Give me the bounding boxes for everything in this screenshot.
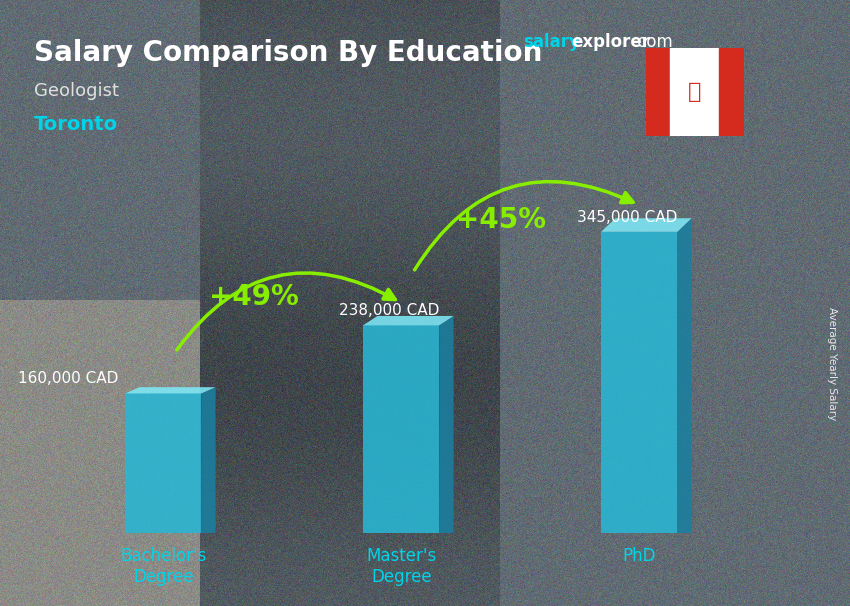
- Text: 238,000 CAD: 238,000 CAD: [339, 304, 439, 318]
- Bar: [646, 48, 671, 136]
- Text: +45%: +45%: [456, 207, 547, 235]
- Text: salary: salary: [523, 33, 580, 52]
- Text: Salary Comparison By Education: Salary Comparison By Education: [34, 39, 542, 67]
- Polygon shape: [439, 316, 454, 533]
- Polygon shape: [125, 393, 201, 533]
- Text: .com: .com: [632, 33, 673, 52]
- Polygon shape: [125, 387, 216, 393]
- Text: 345,000 CAD: 345,000 CAD: [577, 210, 677, 225]
- Bar: [719, 48, 744, 136]
- Polygon shape: [601, 218, 692, 232]
- Polygon shape: [601, 232, 677, 533]
- Polygon shape: [363, 325, 439, 533]
- Text: 🍁: 🍁: [688, 82, 701, 102]
- Polygon shape: [201, 387, 216, 533]
- Polygon shape: [363, 316, 454, 325]
- Text: Average Yearly Salary: Average Yearly Salary: [827, 307, 837, 420]
- Text: Toronto: Toronto: [34, 115, 118, 134]
- Text: 160,000 CAD: 160,000 CAD: [18, 371, 118, 387]
- Text: explorer: explorer: [571, 33, 650, 52]
- Bar: [671, 48, 719, 136]
- Polygon shape: [677, 218, 692, 533]
- Text: Geologist: Geologist: [34, 82, 119, 100]
- Text: +49%: +49%: [209, 284, 298, 311]
